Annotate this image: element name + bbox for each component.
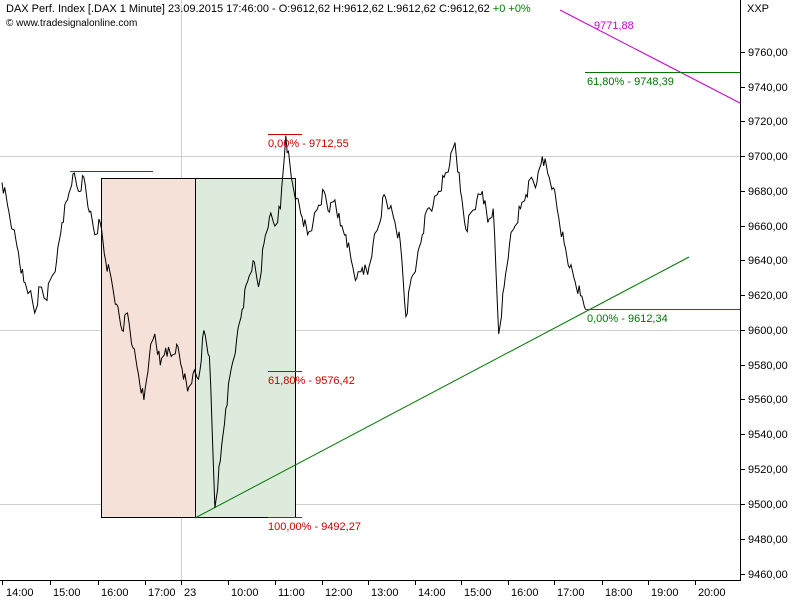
y-tick-label: 9640,00	[748, 255, 788, 267]
x-tick-label: 23	[184, 587, 196, 599]
x-tick-label: 19:00	[651, 587, 679, 599]
y-tick-label: 9580,00	[748, 360, 788, 372]
annotation-green-618: 61,80% - 9748,39	[587, 76, 674, 88]
y-tick-label: 9600,00	[748, 325, 788, 337]
change-value: +0 +0%	[492, 3, 531, 15]
y-tick-label: 9620,00	[748, 290, 788, 302]
annotation-red-100: 100,00% - 9492,27	[268, 521, 361, 533]
green-range-box	[195, 178, 296, 518]
x-tick-label: 14:00	[6, 587, 34, 599]
x-tick-label: 16:00	[511, 587, 539, 599]
y-tick-label: 9760,00	[748, 47, 788, 59]
website-credit: © www.tradesignalonline.com	[6, 18, 138, 29]
x-tick-label: 10:00	[231, 587, 259, 599]
annotation-red-0: 0,00% - 9712,55	[268, 138, 349, 150]
x-tick-label: 13:00	[371, 587, 399, 599]
chart-header: DAX Perf. Index [.DAX 1 Minute] 23.09.20…	[6, 3, 531, 15]
green-trendline	[194, 256, 690, 519]
retracement-boxes	[101, 178, 296, 518]
magenta-trendline	[559, 9, 741, 104]
y-axis-ticks: 9760,00 9740,00 9720,00 9700,00 9680,00 …	[740, 47, 788, 581]
y-tick-label: 9460,00	[748, 569, 788, 581]
x-tick-label: 15:00	[464, 587, 492, 599]
chart-title: DAX Perf. Index [.DAX 1 Minute] 23.09.20…	[6, 3, 490, 15]
y-tick-label: 9720,00	[748, 116, 788, 128]
x-tick-label: 16:00	[101, 587, 129, 599]
y-tick-label: 9680,00	[748, 186, 788, 198]
annotation-red-618: 61,80% - 9576,42	[268, 375, 355, 387]
price-line	[1, 135, 587, 508]
y-tick-label: 9500,00	[748, 499, 788, 511]
y-tick-label: 9660,00	[748, 221, 788, 233]
x-axis-ticks: 14:00 15:00 16:00 17:00 23 10:00 11:00 1…	[2, 580, 726, 599]
x-tick-label: 12:00	[325, 587, 353, 599]
y-tick-label: 9700,00	[748, 151, 788, 163]
x-tick-label: 15:00	[53, 587, 81, 599]
symbol-label: XXP	[747, 3, 770, 15]
x-tick-label: 18:00	[605, 587, 633, 599]
y-tick-label: 9560,00	[748, 394, 788, 406]
x-tick-label: 17:00	[148, 587, 176, 599]
x-tick-label: 11:00	[278, 587, 305, 599]
y-tick-label: 9740,00	[748, 82, 788, 94]
annotation-green-0: 0,00% - 9612,34	[587, 313, 668, 325]
y-tick-label: 9540,00	[748, 429, 788, 441]
x-tick-label: 17:00	[557, 587, 585, 599]
red-range-box	[101, 178, 196, 518]
y-tick-label: 9520,00	[748, 464, 788, 476]
annotation-magenta-level: 9771,88	[594, 20, 634, 32]
y-tick-label: 9480,00	[748, 534, 788, 546]
x-tick-label: 14:00	[418, 587, 446, 599]
x-tick-label: 20:00	[698, 587, 726, 599]
